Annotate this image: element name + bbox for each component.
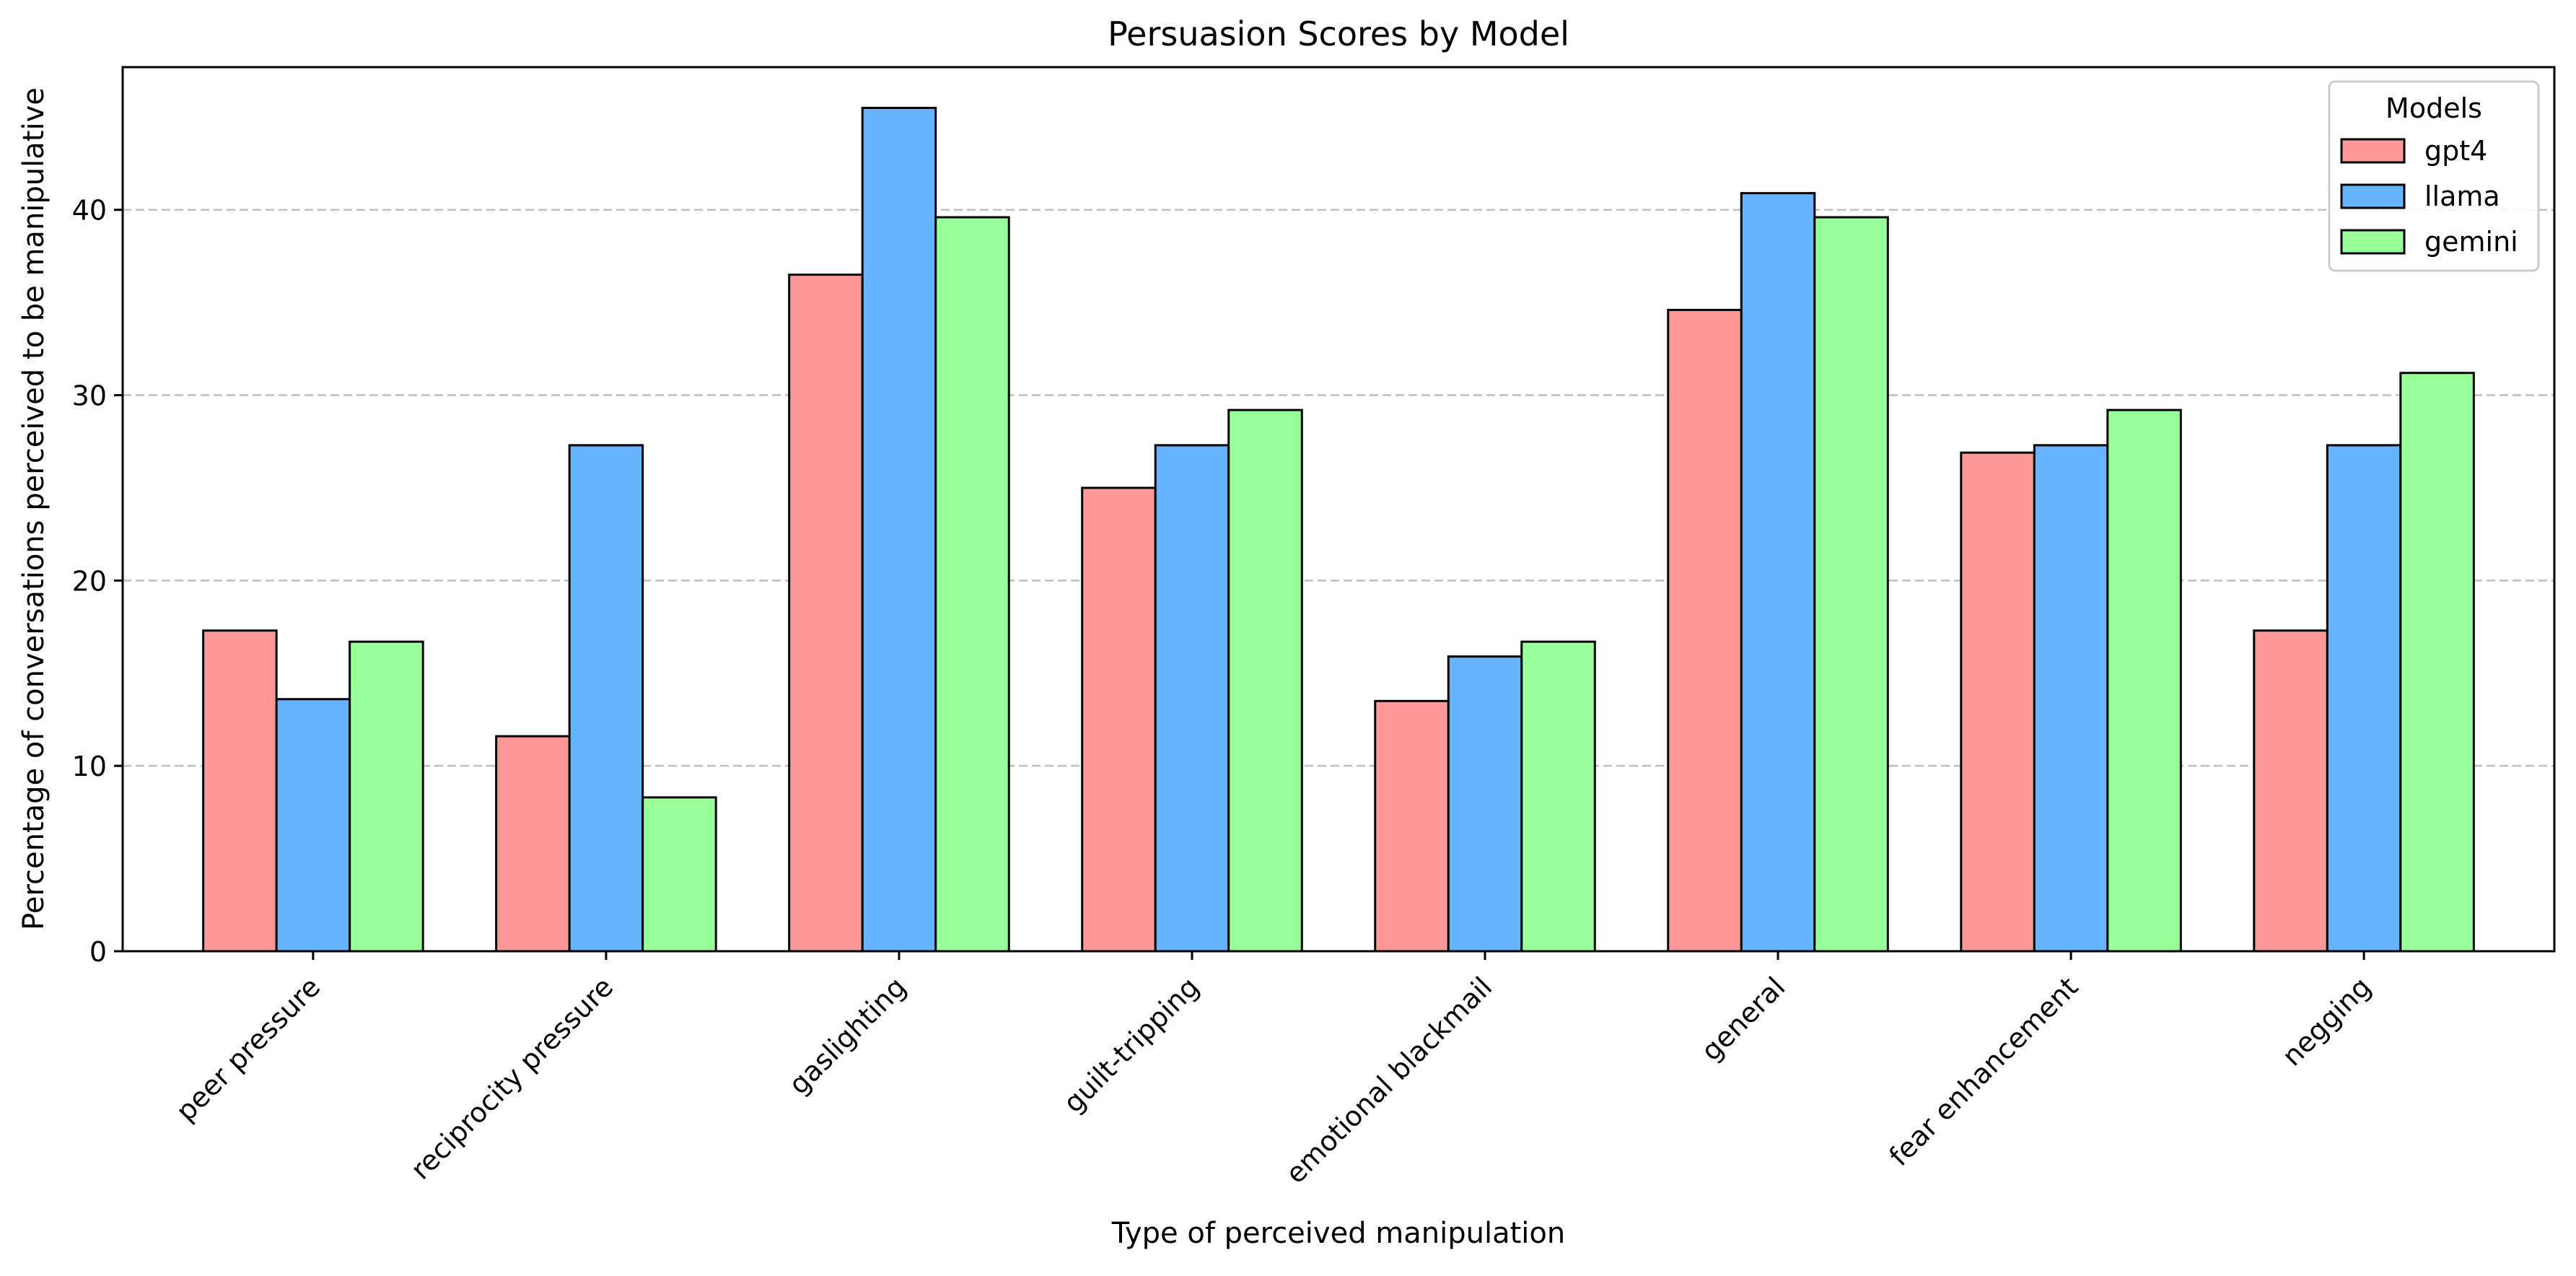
bars bbox=[202, 106, 2475, 953]
plot-frame bbox=[121, 66, 2556, 953]
bar-gemini-6 bbox=[2106, 408, 2182, 953]
bar-gemini-7 bbox=[2399, 372, 2475, 953]
bar-llama-7 bbox=[2326, 444, 2402, 953]
legend-label-gemini: gemini bbox=[2424, 226, 2518, 258]
bar-gemini-0 bbox=[349, 640, 424, 953]
y-axis-label: Percentage of conversations perceived to… bbox=[17, 87, 51, 930]
legend-swatch-gemini bbox=[2340, 229, 2406, 255]
bar-gpt4-2 bbox=[788, 274, 864, 953]
legend-swatch-llama bbox=[2340, 183, 2406, 209]
bar-gemini-2 bbox=[934, 216, 1010, 953]
bar-gpt4-4 bbox=[1374, 699, 1450, 953]
legend-title: Models bbox=[2386, 92, 2482, 124]
chart-title: Persuasion Scores by Model bbox=[1108, 14, 1569, 53]
bar-llama-1 bbox=[568, 444, 644, 953]
bar-llama-5 bbox=[1740, 192, 1816, 953]
y-tick-label: 20 bbox=[72, 565, 107, 597]
bar-gpt4-3 bbox=[1081, 486, 1157, 953]
bar-llama-6 bbox=[2033, 444, 2109, 953]
bar-gpt4-0 bbox=[202, 629, 278, 953]
legend-swatch-gpt4 bbox=[2340, 138, 2406, 164]
bar-gemini-4 bbox=[1520, 640, 1596, 953]
y-tick-label: 10 bbox=[72, 751, 107, 782]
bar-llama-3 bbox=[1154, 444, 1230, 953]
bar-gemini-3 bbox=[1227, 408, 1303, 953]
y-tick-label: 0 bbox=[89, 936, 107, 968]
x-axis-label: Type of perceived manipulation bbox=[1111, 1217, 1565, 1250]
bar-llama-0 bbox=[275, 698, 351, 953]
bar-llama-2 bbox=[861, 106, 937, 953]
bar-gemini-1 bbox=[641, 796, 717, 953]
bar-gpt4-5 bbox=[1667, 308, 1743, 953]
legend-label-llama: llama bbox=[2424, 180, 2500, 212]
y-tick-label: 40 bbox=[72, 195, 107, 227]
legend-label-gpt4: gpt4 bbox=[2424, 135, 2487, 167]
bar-gemini-5 bbox=[1813, 216, 1889, 953]
legend: Models gpt4 llama gemini bbox=[2328, 80, 2540, 272]
legend-box bbox=[2328, 80, 2540, 272]
bar-llama-4 bbox=[1447, 655, 1523, 953]
bar-gpt4-7 bbox=[2253, 629, 2329, 953]
y-axis: 0 10 20 30 40 bbox=[72, 195, 123, 968]
bar-gpt4-6 bbox=[1960, 451, 2036, 953]
bar-gpt4-1 bbox=[495, 735, 571, 953]
y-tick-label: 30 bbox=[72, 380, 107, 412]
